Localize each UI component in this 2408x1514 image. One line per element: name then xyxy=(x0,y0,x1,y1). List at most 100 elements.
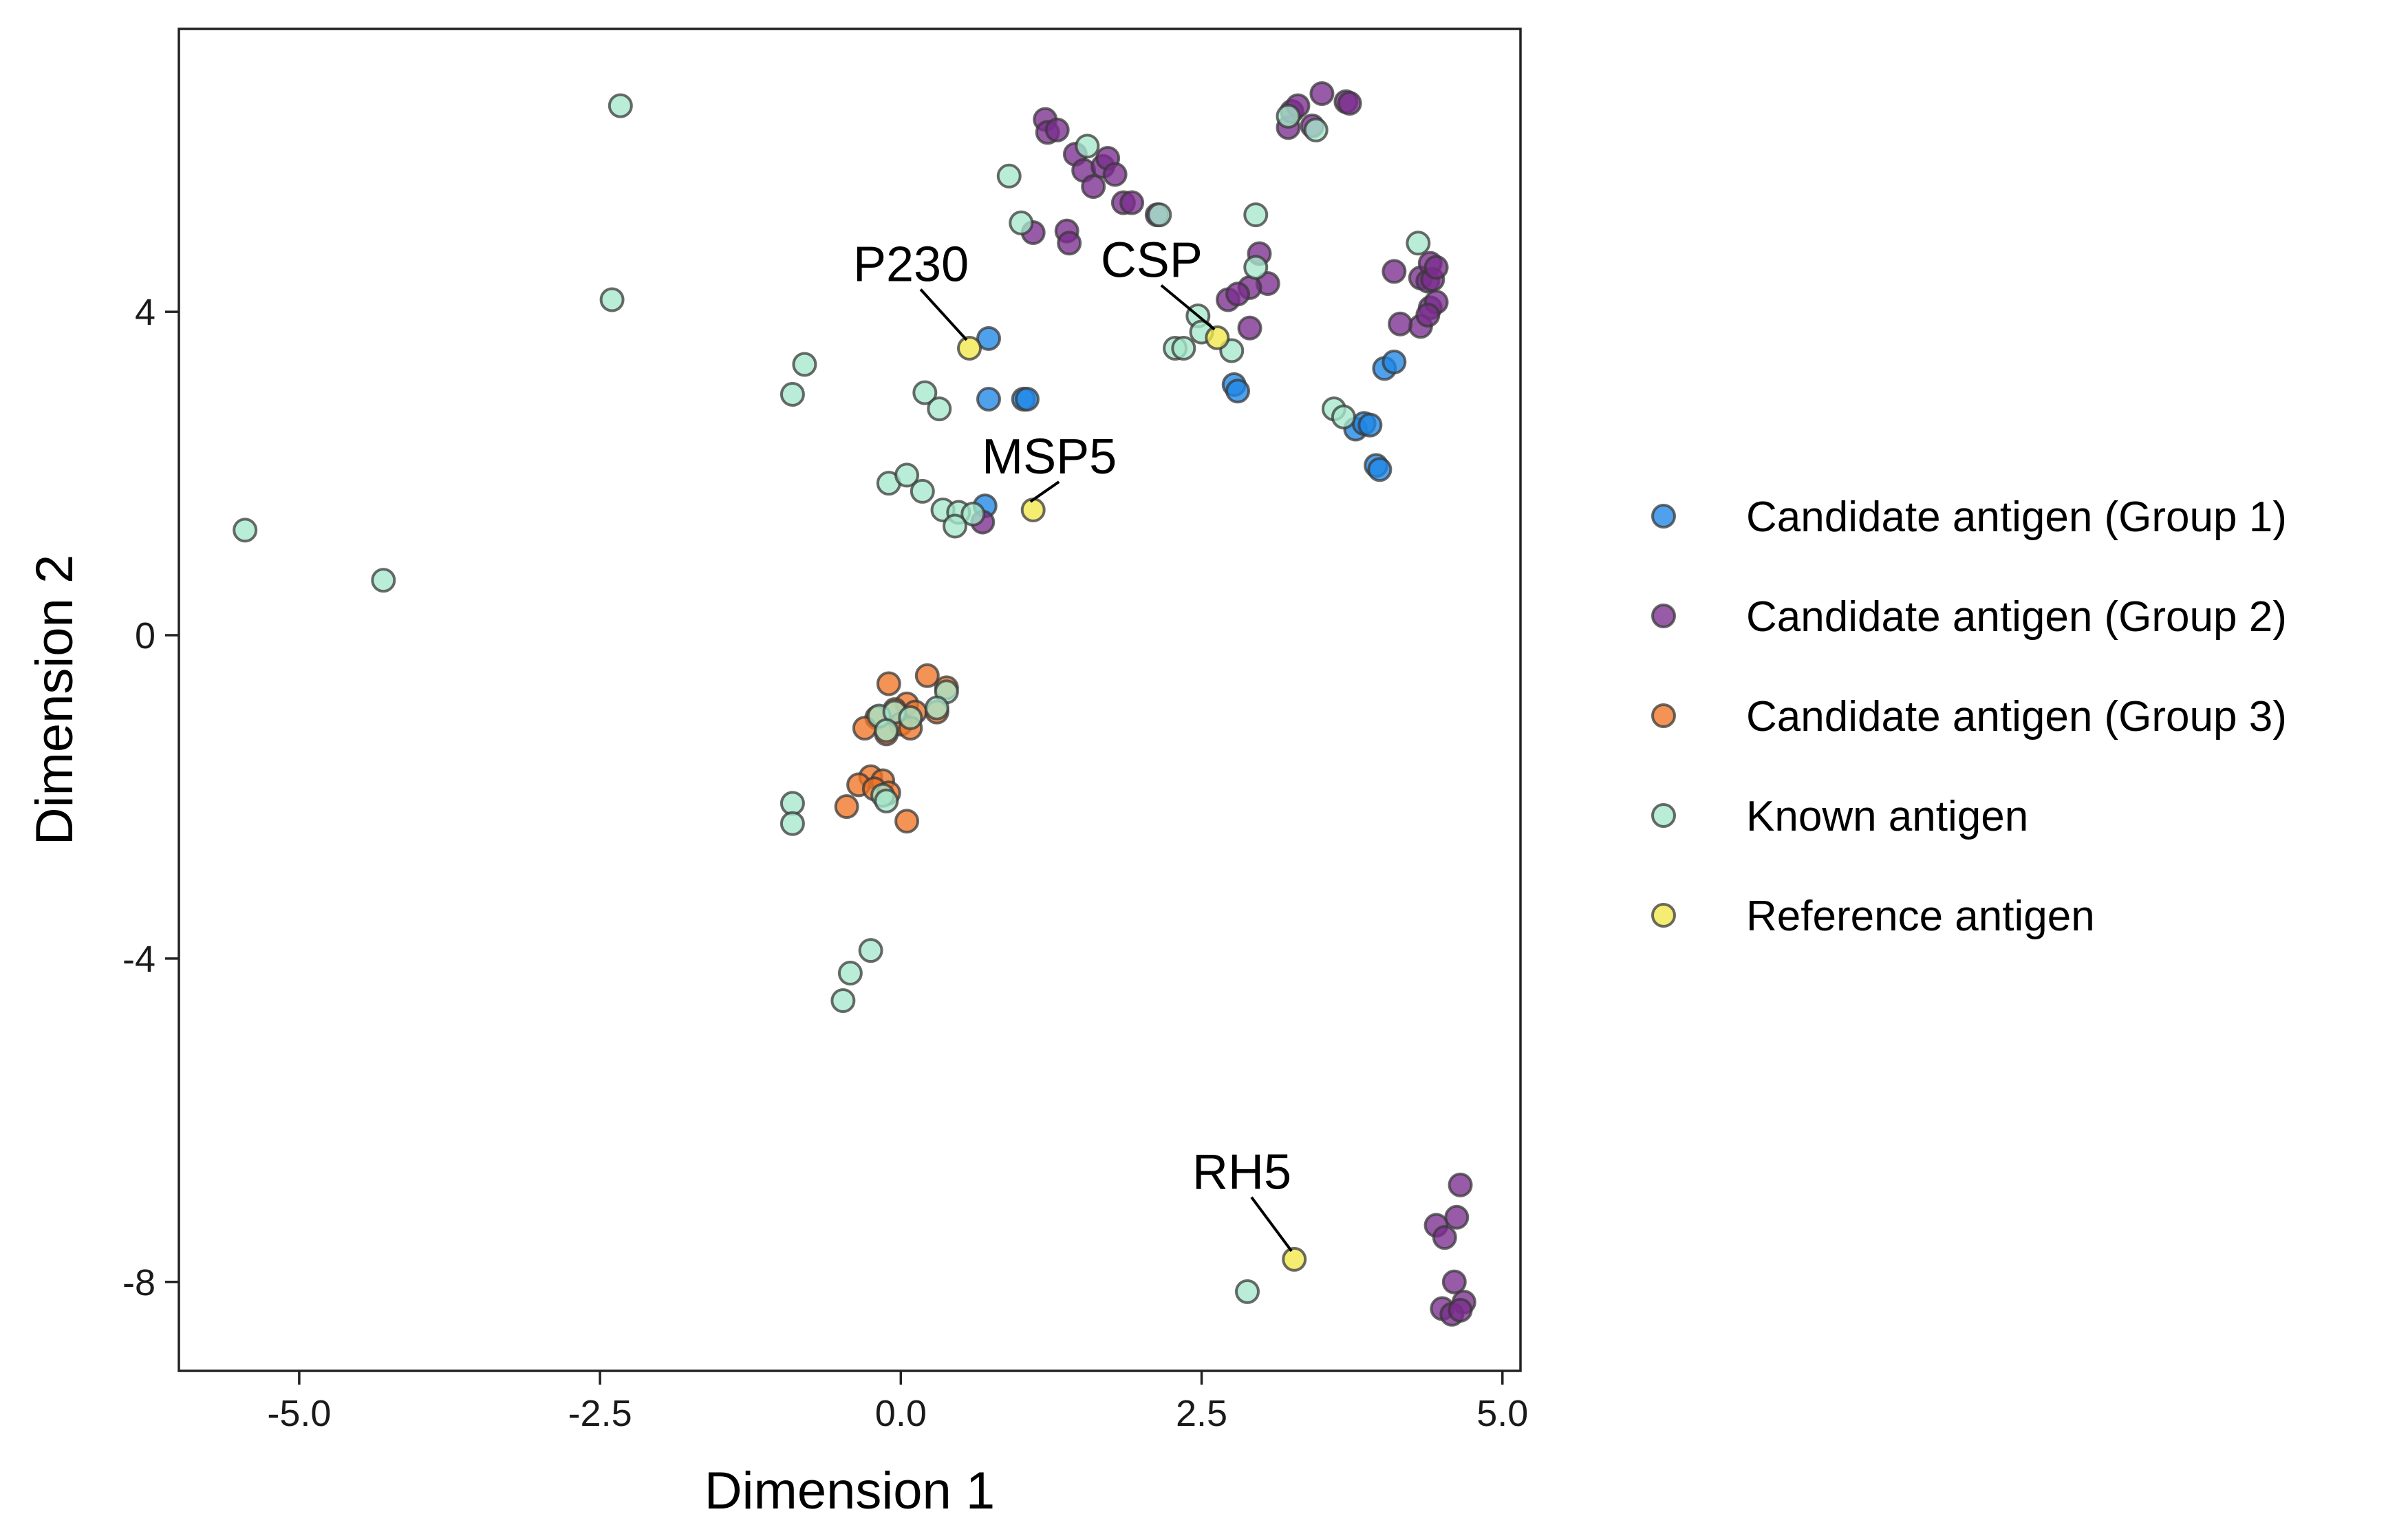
y-tick-label: -8 xyxy=(122,1262,155,1303)
legend-key xyxy=(1651,604,1676,628)
data-point xyxy=(957,336,982,361)
data-point xyxy=(780,791,805,816)
data-point xyxy=(927,396,952,422)
data-point xyxy=(1147,202,1172,228)
data-point xyxy=(1243,202,1269,228)
data-point xyxy=(1044,117,1070,142)
annotation-leader-line xyxy=(1029,480,1060,503)
annotation-label-p230: P230 xyxy=(853,237,969,292)
legend-key xyxy=(1651,703,1676,728)
data-point xyxy=(1276,103,1301,129)
data-point xyxy=(837,961,863,986)
data-point xyxy=(1225,281,1251,307)
data-point xyxy=(996,163,1022,189)
legend: Candidate antigen (Group 1) Candidate ant… xyxy=(1651,493,2287,940)
data-point xyxy=(912,380,938,405)
data-point xyxy=(1020,497,1046,522)
data-point xyxy=(1009,210,1034,235)
annotations-layer: P230 CSP MSP5 RH5 xyxy=(853,233,1293,1252)
data-point xyxy=(1448,1297,1473,1323)
data-point xyxy=(834,794,859,820)
data-point xyxy=(943,513,968,539)
data-point xyxy=(780,381,805,407)
plot-panel-border xyxy=(178,28,1522,1372)
data-point xyxy=(898,705,923,730)
annotation-leader-line xyxy=(919,288,968,341)
data-point xyxy=(599,287,625,312)
data-point xyxy=(894,462,920,488)
data-point xyxy=(1235,1279,1260,1304)
data-point xyxy=(874,718,899,743)
legend-label: Candidate antigen (Group 2) xyxy=(1746,593,2287,641)
data-point xyxy=(1303,117,1329,142)
legend-key xyxy=(1651,504,1676,529)
data-point xyxy=(1388,311,1413,337)
data-point xyxy=(874,788,899,813)
x-axis: -5.0 -2.5 0.0 2.5 5.0 xyxy=(267,1371,1528,1434)
data-point xyxy=(1406,231,1431,256)
data-point xyxy=(1448,1172,1473,1197)
data-point xyxy=(1075,134,1100,159)
data-point xyxy=(830,988,856,1013)
y-tick-label: 4 xyxy=(135,292,155,333)
data-point xyxy=(1081,174,1106,200)
annotation-leader-line xyxy=(1250,1196,1293,1252)
legend-label: Known antigen xyxy=(1746,793,2028,840)
data-point xyxy=(608,93,633,118)
data-point xyxy=(976,387,1001,412)
legend-label: Reference antigen xyxy=(1746,893,2095,940)
legend-label: Candidate antigen (Group 3) xyxy=(1746,693,2287,740)
data-point xyxy=(894,809,920,834)
series-candidate-antigen-group-2 xyxy=(970,81,1476,1327)
data-point xyxy=(1282,1246,1307,1272)
data-point xyxy=(1357,412,1383,438)
data-point xyxy=(1102,162,1128,187)
data-point xyxy=(1423,255,1449,280)
x-tick-label: 5.0 xyxy=(1476,1393,1528,1434)
series-reference-antigen xyxy=(957,325,1307,1272)
annotation-leader-line xyxy=(1160,284,1216,331)
data-point xyxy=(976,326,1001,351)
annotation-label-csp: CSP xyxy=(1101,233,1203,288)
data-point xyxy=(1331,404,1356,429)
x-tick-label: -2.5 xyxy=(568,1393,632,1434)
data-point xyxy=(1237,315,1262,341)
y-tick-label: -4 xyxy=(122,939,155,980)
data-point xyxy=(914,663,940,688)
annotation-label-msp5: MSP5 xyxy=(982,429,1117,484)
x-tick-label: 2.5 xyxy=(1176,1393,1227,1434)
x-tick-label: 0.0 xyxy=(875,1393,927,1434)
data-point xyxy=(924,695,949,721)
annotation-label-rh5: RH5 xyxy=(1192,1145,1291,1200)
data-point xyxy=(1382,259,1407,284)
data-point xyxy=(1309,81,1335,106)
data-point xyxy=(233,518,258,543)
data-point xyxy=(1382,349,1407,374)
series-candidate-antigen-group-1 xyxy=(972,326,1407,519)
data-point xyxy=(960,501,986,526)
data-point xyxy=(1014,387,1040,412)
data-point xyxy=(371,568,396,593)
data-point xyxy=(1441,1269,1467,1294)
y-tick-label: 0 xyxy=(135,615,155,657)
data-point xyxy=(1432,1225,1457,1250)
data-point xyxy=(1225,378,1251,404)
legend-key xyxy=(1651,803,1676,828)
data-point xyxy=(1057,231,1082,256)
y-axis: -8 -4 0 4 xyxy=(122,292,179,1303)
data-point xyxy=(858,938,883,963)
data-point xyxy=(1243,255,1269,280)
x-tick-label: -5.0 xyxy=(267,1393,331,1434)
data-point xyxy=(1367,457,1393,482)
data-point xyxy=(1337,91,1362,116)
data-point xyxy=(1205,325,1230,350)
x-axis-title: Dimension 1 xyxy=(705,1462,995,1514)
y-axis-title: Dimension 2 xyxy=(25,555,84,845)
legend-label: Candidate antigen (Group 1) xyxy=(1746,493,2287,541)
data-point xyxy=(780,811,805,836)
data-point xyxy=(1119,190,1145,215)
data-point xyxy=(910,478,935,504)
data-point xyxy=(1444,1204,1470,1230)
